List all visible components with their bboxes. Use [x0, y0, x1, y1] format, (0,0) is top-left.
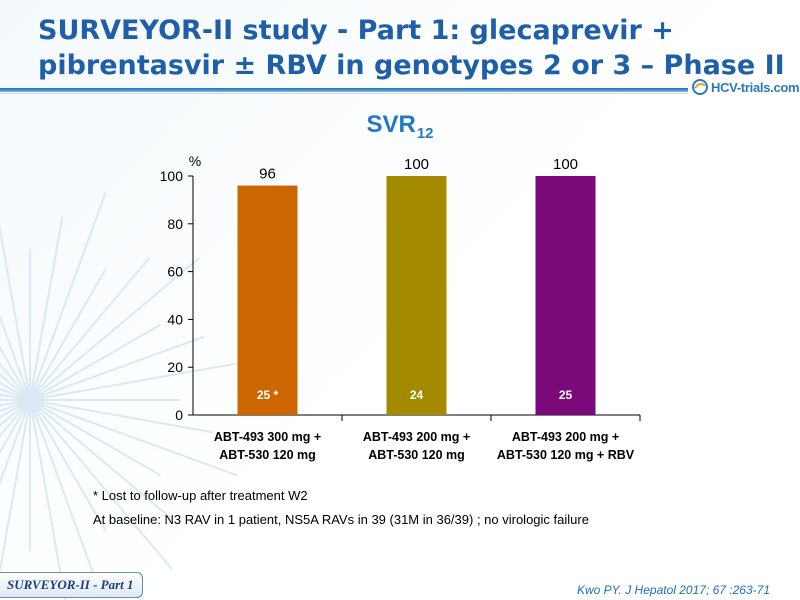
burst-ray: [29, 269, 106, 401]
burst-ray: [0, 399, 31, 412]
logo-swirl-icon: [692, 79, 708, 95]
burst-ray: [29, 399, 161, 476]
burst-ray: [29, 324, 161, 401]
y-tick-label: 60: [167, 264, 183, 280]
burst-ray: [29, 360, 248, 401]
bar-value-label: 96: [259, 166, 276, 183]
burst-ray: [0, 373, 31, 401]
burst-ray: [29, 257, 200, 401]
bar-n-label: 25: [559, 388, 573, 402]
burst-ray: [29, 192, 107, 401]
burst-ray: [0, 399, 31, 454]
chart-title: SVR12: [0, 111, 800, 142]
y-axis-label: %: [189, 153, 201, 169]
x-category-label: ABT-530 120 mg: [219, 448, 316, 462]
hcv-trials-logo: HCV-trials.com: [688, 76, 800, 98]
slide-title: SURVEYOR-II study - Part 1: glecaprevir …: [38, 15, 785, 81]
logo-text: HCV-trials.com: [711, 79, 800, 95]
burst-ray: [0, 399, 31, 438]
burst-ray: [29, 399, 106, 531]
x-category-label: ABT-530 120 mg: [368, 448, 465, 462]
burst-ray: [0, 399, 31, 576]
bar: [237, 185, 298, 415]
bar: [535, 176, 596, 415]
burst-ray: [29, 216, 64, 401]
y-tick-label: 80: [167, 216, 183, 232]
burst-ray: [29, 399, 173, 520]
bar-n-label: 25 *: [257, 388, 279, 402]
x-category-label: ABT-493 200 mg +: [512, 430, 619, 444]
citation: Kwo PY. J Hepatol 2017; 67 :263-71: [576, 583, 770, 597]
burst-ray: [0, 314, 31, 401]
burst-ray: [0, 224, 31, 401]
chart-title-main: SVR: [366, 111, 416, 138]
chart-title-subscript: 12: [416, 125, 434, 142]
bar: [386, 176, 447, 415]
burst-ray: [29, 335, 205, 401]
x-category-label: ABT-493 300 mg +: [214, 430, 321, 444]
title-divider: [0, 88, 800, 92]
footnote-baseline: At baseline: N3 RAV in 1 patient, NS5A R…: [93, 512, 589, 527]
burst-ray: [0, 362, 31, 401]
y-tick-label: 100: [160, 168, 184, 184]
x-category-label: ABT-530 120 mg + RBV: [497, 448, 635, 462]
burst-ray: [0, 399, 31, 486]
burst-ray: [0, 381, 31, 401]
burst-ray: [29, 399, 238, 477]
burst-ray: [0, 399, 31, 427]
bar-value-label: 100: [404, 156, 429, 173]
burst-ray: [29, 399, 214, 434]
bar-n-label: 24: [410, 388, 424, 402]
title-divider-thin: [0, 93, 800, 94]
y-tick-label: 0: [175, 407, 183, 423]
burst-ray: [29, 399, 95, 575]
y-tick-label: 40: [167, 311, 183, 327]
x-category-label: ABT-493 200 mg +: [363, 430, 470, 444]
burst-ray: [0, 346, 31, 401]
y-tick-label: 20: [167, 359, 183, 375]
footnote-lost-to-follow-up: * Lost to follow-up after treatment W2: [93, 488, 308, 503]
study-tag: SURVEYOR-II - Part 1: [0, 572, 143, 598]
bar-value-label: 100: [553, 156, 578, 173]
burst-ray: [29, 257, 150, 401]
burst-ray: [29, 399, 173, 570]
burst-ray: [0, 399, 31, 419]
